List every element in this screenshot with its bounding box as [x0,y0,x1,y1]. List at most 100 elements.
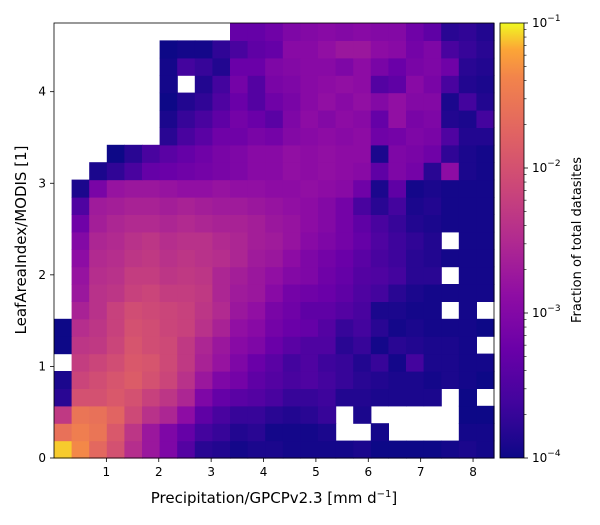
heatmap-cell [300,162,319,181]
heatmap-cell [388,249,407,268]
heatmap-cell [177,127,196,146]
heatmap-cell [212,144,231,163]
heatmap-cell [282,318,301,337]
heatmap-cell [458,371,477,389]
heatmap-cell [318,249,337,268]
heatmap-cell [370,110,389,128]
heatmap-cell [282,110,301,128]
heatmap-cell [458,353,477,372]
heatmap-cell [370,336,389,355]
heatmap-cell [353,162,372,181]
heatmap-cell [282,388,301,407]
heatmap-cell [124,371,143,389]
heatmap-cell [388,266,407,285]
heatmap-cell [177,179,196,198]
heatmap-cell [282,336,301,355]
heatmap-cell [71,440,90,459]
heatmap-cell [265,127,284,146]
heatmap-cell [106,405,125,424]
heatmap-cell [335,231,354,250]
heatmap-cell [194,405,213,424]
heatmap-cell [423,371,442,389]
heatmap-cell [230,179,249,198]
heatmap-cell [230,197,249,215]
heatmap-cell [247,127,266,146]
heatmap-cell [142,405,161,424]
heatmap-cell [353,371,372,389]
heatmap-cell [441,197,460,215]
heatmap-cell [441,249,460,268]
heatmap-cell [353,231,372,250]
heatmap-cell [71,318,90,337]
heatmap-cell [406,231,425,250]
heatmap-cell [300,388,319,407]
heatmap-cell [423,197,442,215]
heatmap-cell [458,266,477,285]
heatmap-cell [458,110,477,128]
heatmap-cell [476,144,495,163]
heatmap-cell [458,23,477,41]
heatmap-cell [194,110,213,128]
heatmap-cell [318,92,337,111]
heatmap-cell [230,301,249,320]
heatmap-cell [476,231,495,250]
heatmap-cell [370,371,389,389]
heatmap-cell [370,388,389,407]
heatmap-cell [476,197,495,215]
heatmap-cell [388,162,407,181]
heatmap-cell [388,92,407,111]
heatmap-cell [106,197,125,215]
heatmap-cell [230,405,249,424]
heatmap-cell [159,231,178,250]
heatmap-cell [282,266,301,285]
heatmap-cell [406,40,425,59]
heatmap-cell [318,57,337,76]
heatmap-cell [406,318,425,337]
heatmap-cell [212,57,231,76]
heatmap-cell [194,249,213,268]
heatmap-cell [423,57,442,76]
heatmap-cell [159,249,178,268]
heatmap-cell [194,301,213,320]
heatmap-cell [142,231,161,250]
heatmap-cell [71,336,90,355]
x-axis-ticks: 1 2 3 4 5 6 7 8 [103,458,477,479]
heatmap-cell [159,336,178,355]
heatmap-cell [300,197,319,215]
heatmap-cell [406,110,425,128]
heatmap-cell [300,179,319,198]
heatmap-cell [247,266,266,285]
heatmap-cell [230,92,249,111]
heatmap-cell [124,318,143,337]
heatmap-cell [142,388,161,407]
heatmap-cell [124,388,143,407]
heatmap-cell [353,197,372,215]
heatmap-cell [71,301,90,320]
heatmap-cell [230,423,249,442]
heatmap-cell [265,40,284,59]
heatmap-cell [458,144,477,163]
heatmap-cell [476,162,495,181]
heatmap-cell [89,197,108,215]
heatmap-cell [194,266,213,285]
heatmap-cell [318,405,337,424]
heatmap-cell [300,57,319,76]
heatmap-cell [265,318,284,337]
heatmap-cell [370,301,389,320]
heatmap-cell [212,75,231,94]
heatmap-cell [247,110,266,128]
heatmap-cell [353,144,372,163]
heatmap-cell [441,110,460,128]
heatmap-cell [406,284,425,302]
heatmap-cell [335,197,354,215]
heatmap-cell [370,92,389,111]
x-axis-label: Precipitation/GPCPv2.3 [mm d−1] [151,489,397,507]
heatmap-cell [370,75,389,94]
heatmap-cell [335,318,354,337]
heatmap-cell [335,179,354,198]
heatmap-cell [353,214,372,233]
heatmap-cell [106,144,125,163]
heatmap-cell [476,214,495,233]
heatmap-cell [335,388,354,407]
heatmap-cell [300,371,319,389]
